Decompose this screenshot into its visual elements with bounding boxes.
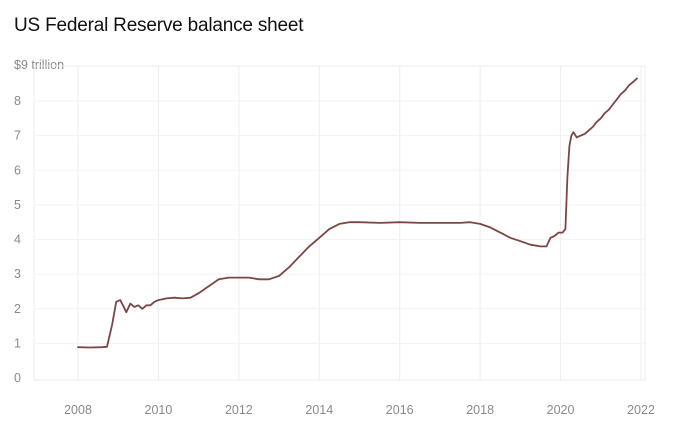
x-tick-label: 2008 <box>64 403 92 417</box>
chart-title: US Federal Reserve balance sheet <box>14 15 304 36</box>
y-tick-label: 7 <box>14 129 21 143</box>
x-tick-label: 2014 <box>305 403 333 417</box>
y-tick-label: 8 <box>14 94 21 108</box>
x-tick-label: 2018 <box>466 403 494 417</box>
y-axis-unit-label: $9 trillion <box>14 58 65 72</box>
y-tick-label: 4 <box>14 233 21 247</box>
y-tick-label: 0 <box>14 371 21 385</box>
y-tick-label: 5 <box>14 198 21 212</box>
y-tick-label: 2 <box>14 302 21 316</box>
x-tick-label: 2022 <box>627 403 655 417</box>
x-tick-label: 2016 <box>386 403 414 417</box>
x-tick-label: 2012 <box>225 403 253 417</box>
x-tick-label: 2010 <box>145 403 173 417</box>
plot-frame <box>33 65 646 381</box>
y-tick-label: 6 <box>14 163 21 177</box>
y-tick-label: 3 <box>14 267 21 281</box>
x-tick-label: 2020 <box>547 403 575 417</box>
y-tick-label: 1 <box>14 336 21 350</box>
balance-sheet-series-line <box>77 77 638 349</box>
